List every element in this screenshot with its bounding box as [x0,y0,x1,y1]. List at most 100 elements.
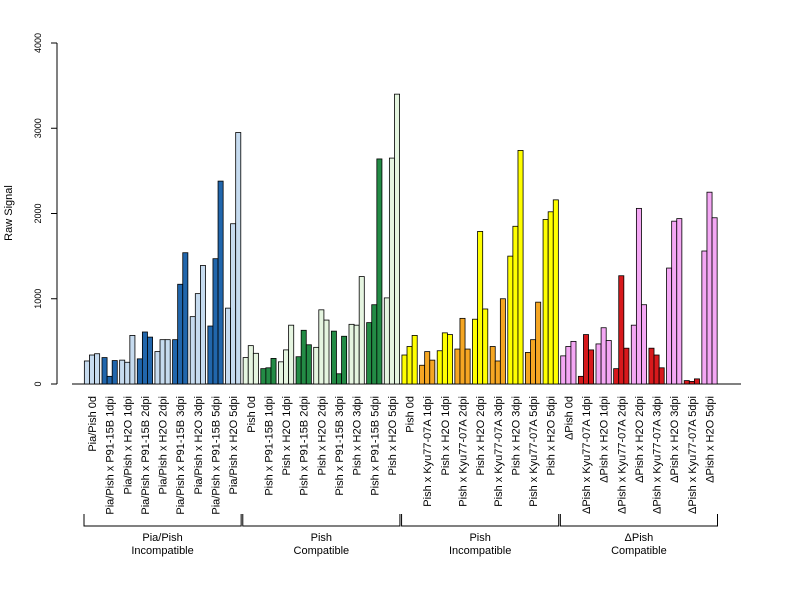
bars [83,93,718,385]
bar [512,225,519,385]
x-tick-label: ΔPish x Kyu77-07A 1dpi [581,396,593,514]
group-label-line1: Pia/Pish [142,532,182,544]
bar [547,211,554,385]
bar [283,349,290,385]
bar [648,347,655,385]
x-tick-label: Pia/Pish 0d [87,396,99,452]
bar [447,334,453,385]
bar [530,339,537,385]
bar [207,325,214,385]
x-tick-label: Pish x H2O 5dpi [387,396,399,475]
bar [429,359,436,385]
x-tick-label: Pia/Pish x P91-15B 1dpi [105,396,117,515]
x-tick-label: Pish 0d [246,396,258,433]
x-tick-label: ΔPish x Kyu77-07A 3dpi [652,396,664,514]
bar [388,157,395,385]
bar [394,93,400,385]
bar [424,351,431,385]
x-tick-label: Pia/Pish x P91-15B 2dpi [140,396,152,515]
bar [300,329,307,385]
bar [247,345,254,385]
y-axis: 0 1000 2000 3000 4000 [33,33,58,387]
bar [635,207,642,385]
bar-group [295,329,312,385]
x-tick-label: Pish x H2O 5dpi [546,396,558,475]
bar [535,301,542,385]
x-tick-label: Pia/Pish x H2O 1dpi [122,396,134,494]
bar [119,359,126,385]
x-tick-label: ΔPish x H2O 5dpi [705,396,717,483]
bar [605,340,612,385]
x-tick-label: Pish x Kyu77-07A 2dpi [458,396,470,507]
x-tick-label: ΔPish 0d [563,396,575,440]
bar [653,354,660,385]
bar-group [683,378,700,385]
bar [194,293,201,385]
bar [623,347,630,385]
bar [411,335,418,385]
y-tick-label: 0 [33,381,43,386]
bar-group [119,335,136,385]
group-brackets: Pia/Pish Incompatible PishCompatiblePishIn… [83,514,718,557]
group-label-line2: Compatible [294,545,350,557]
bar [182,252,189,385]
bar [101,357,108,385]
bar-group [436,332,453,385]
x-tick-label: Pish x H2O 1dpi [440,396,452,475]
bar [613,368,620,385]
x-tick-label: Pish x P91-15B 5dpi [369,396,381,496]
bar [525,352,531,385]
x-tick-label: Pish x H2O 2dpi [316,396,328,475]
bar [159,339,166,385]
bar [235,132,242,385]
bar [270,358,277,385]
x-tick-label: ΔPish x H2O 2dpi [634,396,646,483]
x-tick-label: Pia/Pish x H2O 3dpi [193,396,205,494]
bar [154,351,161,385]
bar [499,298,506,385]
bar [265,367,272,385]
x-tick-label: Pish x P91-15B 2dpi [299,396,311,496]
bar [383,297,390,385]
x-tick-label: Pish x H2O 3dpi [510,396,522,475]
y-tick-label: 3000 [33,118,43,138]
bar [683,380,690,385]
group-label-line2: Incompatible [449,545,511,557]
bar [164,339,171,385]
x-tick-label: Pish x Kyu77-07A 1dpi [422,396,434,507]
x-tick-label: Pish x P91-15B 3dpi [334,396,346,496]
bar [336,373,342,385]
bar [441,332,448,385]
bar [376,158,383,385]
group-bracket-line [83,514,242,527]
bar [618,275,625,385]
x-tick-label: Pish x H2O 1dpi [281,396,293,475]
bar-group [489,298,506,385]
bar [630,324,637,385]
bar-group [348,276,365,385]
bar [694,378,700,385]
bar [688,381,695,385]
bar-group [242,345,259,385]
bar-group [172,252,189,385]
bar [641,304,647,385]
bar [401,354,408,385]
bar [600,327,607,385]
bar-group [278,324,295,385]
bar-group [560,340,577,385]
bar [371,304,378,385]
bar-group [507,150,524,385]
bar [477,230,484,385]
bar [230,223,237,385]
bar [507,255,514,385]
bar [658,367,665,385]
bar-group [701,191,718,385]
bar [260,368,267,385]
bar [147,336,153,385]
bar-group [542,199,559,385]
bar-group [366,158,383,385]
